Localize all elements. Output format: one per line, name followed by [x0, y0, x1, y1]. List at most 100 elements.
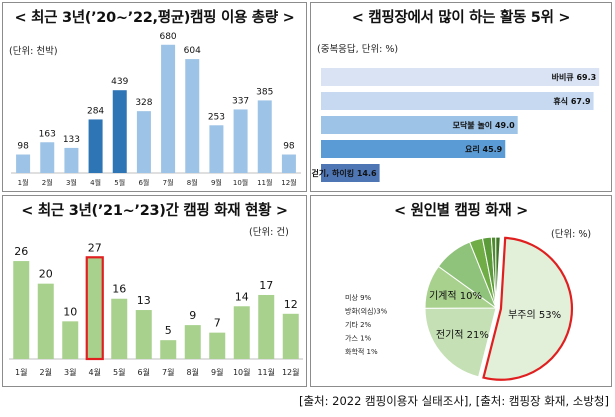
bar-5월 — [112, 90, 127, 173]
tick-label: 12월 — [281, 178, 296, 187]
data-label: 20 — [39, 268, 53, 281]
slice-부주의 — [482, 236, 573, 381]
panel-camping-usage: < 최근 3년(’20~’22,평균)캠핑 이용 총량 > (단위: 천박) 9… — [2, 2, 307, 192]
tick-label: 10월 — [233, 178, 248, 187]
data-label: 604 — [184, 46, 201, 56]
unit-note: (중복응답, 단위: %) — [317, 44, 399, 55]
data-label: 12 — [284, 298, 298, 311]
chart-title: < 최근 3년(’20~’22,평균)캠핑 이용 총량 > — [14, 10, 295, 26]
unit-note: (단위: %) — [551, 229, 592, 240]
data-label: 26 — [14, 245, 28, 258]
source-citation: [출처: 2022 캠핑이용자 실태조사], [출처: 캠핑장 화재, 소방청] — [298, 394, 609, 408]
data-label: 27 — [88, 241, 102, 254]
bar-10월 — [233, 109, 248, 173]
data-label: 163 — [39, 129, 56, 139]
fires-bar-chart: 26 1월 20 2월 10 3월 27 4월 16 5월 13 6월 5 7월 9 8월 7 9월 14 10월 17… — [9, 241, 303, 377]
panel-top-activities: < 캠핑장에서 많이 하는 활동 5위 > (중복응답, 단위: %) 바비큐 … — [310, 2, 612, 192]
tick-label: 9월 — [211, 178, 222, 187]
bar-6월 — [136, 111, 151, 173]
tick-label: 11월 — [257, 367, 275, 377]
bar-8월 — [185, 59, 200, 173]
bar-2월 — [37, 283, 54, 359]
data-label: 바비큐 69.3 — [552, 72, 597, 82]
data-label: 모닥불 놀이 49.0 — [453, 120, 516, 130]
tick-label: 9월 — [211, 367, 223, 377]
bar-4월 — [85, 256, 104, 361]
bar-3월 — [62, 321, 79, 359]
unit-note: (단위: 건) — [249, 227, 289, 238]
bar-6월 — [135, 310, 152, 359]
slice-label: 방화(의심)3% — [345, 307, 388, 316]
data-label: 휴식 67.9 — [553, 96, 591, 106]
tick-label: 4월 — [89, 367, 101, 377]
bar-바비큐 — [321, 68, 600, 86]
slice-label: 가스 1% — [345, 334, 372, 343]
bar-10월 — [233, 306, 250, 359]
data-label: 385 — [256, 87, 273, 97]
tick-label: 5월 — [113, 367, 125, 377]
bar-7월 — [161, 44, 176, 174]
bar-11월 — [257, 100, 272, 173]
data-label: 680 — [159, 32, 176, 42]
data-label: 98 — [17, 142, 29, 152]
data-label: 98 — [283, 142, 295, 152]
tick-label: 3월 — [64, 367, 76, 377]
bar-1월 — [13, 261, 30, 359]
data-label: 16 — [112, 283, 126, 296]
data-label: 133 — [63, 135, 80, 145]
slice-label: 화학적 1% — [345, 347, 378, 356]
bar-7월 — [160, 340, 177, 359]
tick-label: 8월 — [187, 178, 198, 187]
data-label: 253 — [208, 112, 225, 122]
chart-title: < 캠핑장에서 많이 하는 활동 5위 > — [351, 10, 571, 26]
data-label: 9 — [189, 309, 196, 322]
bar-휴식 — [321, 92, 594, 110]
bar-4월 — [88, 119, 103, 173]
tick-label: 6월 — [138, 367, 150, 377]
chart-title: < 원인별 캠핑 화재 > — [394, 203, 528, 219]
data-label: 5 — [165, 324, 172, 337]
fire-causes-pie-chart: 부주의 53% 전기적 21% 기계적 10% 미상 9% 방화(의심)3% 기타 2% 가… — [345, 236, 573, 381]
tick-label: 7월 — [162, 367, 174, 377]
slice-label: 기타 2% — [345, 320, 372, 329]
data-label: 걷기, 하이킹 14.6 — [311, 168, 377, 178]
bar-3월 — [64, 147, 79, 173]
data-label: 요리 45.9 — [465, 144, 503, 154]
tick-label: 8월 — [187, 367, 199, 377]
bar-12월 — [282, 313, 299, 359]
tick-label: 3월 — [66, 178, 77, 187]
tick-label: 7월 — [163, 178, 174, 187]
bar-요리 — [321, 140, 506, 158]
tick-label: 6월 — [138, 178, 149, 187]
slice-label: 기계적 10% — [429, 290, 482, 302]
panel-fire-causes: < 원인별 캠핑 화재 > (단위: %) 부주의 53% 전기적 21% 기계적 … — [310, 195, 612, 387]
tick-label: 10월 — [233, 367, 251, 377]
slice-전기적 — [424, 307, 497, 378]
bar-1월 — [16, 154, 31, 173]
bar-9월 — [209, 332, 226, 359]
activities-bar-chart: 바비큐 69.3 휴식 67.9 모닥불 놀이 49.0 요리 45.9 걷기, 하이킹… — [311, 68, 600, 182]
data-label: 328 — [135, 98, 152, 108]
slice-label: 부주의 53% — [508, 309, 561, 321]
bar-5월 — [111, 298, 128, 359]
bar-2월 — [40, 142, 55, 173]
tick-label: 11월 — [257, 178, 272, 187]
tick-label: 1월 — [18, 178, 29, 187]
bar-8월 — [184, 325, 201, 359]
unit-note: (단위: 천박) — [9, 46, 58, 57]
data-label: 10 — [63, 305, 77, 318]
tick-label: 2월 — [42, 178, 53, 187]
data-label: 439 — [111, 77, 128, 87]
tick-label: 5월 — [114, 178, 125, 187]
panel-camping-fires: < 최근 3년(’21~’23)간 캠핑 화재 현황 > (단위: 건) 26 1… — [2, 195, 307, 387]
slice-label: 미상 9% — [345, 293, 372, 302]
bar-모닥불 놀이 — [321, 116, 518, 134]
chart-title: < 최근 3년(’21~’23)간 캠핑 화재 현황 > — [21, 203, 288, 219]
bar-12월 — [281, 154, 296, 173]
slice-label: 전기적 21% — [436, 329, 489, 341]
data-label: 13 — [137, 294, 151, 307]
bar-걷기, 하이킹 — [321, 164, 380, 182]
bar-11월 — [258, 294, 275, 359]
data-label: 337 — [232, 96, 249, 106]
tick-label: 1월 — [15, 367, 27, 377]
